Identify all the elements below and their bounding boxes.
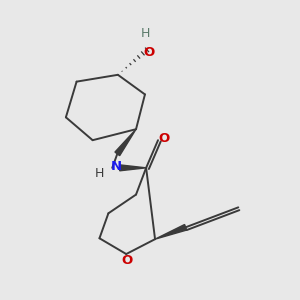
Polygon shape	[120, 165, 146, 171]
Polygon shape	[155, 224, 187, 239]
Polygon shape	[115, 129, 136, 156]
Text: O: O	[158, 132, 169, 145]
Text: H: H	[140, 27, 150, 40]
Text: O: O	[143, 46, 154, 59]
Text: N: N	[111, 160, 122, 173]
Text: O: O	[122, 254, 133, 267]
Text: H: H	[95, 167, 104, 180]
